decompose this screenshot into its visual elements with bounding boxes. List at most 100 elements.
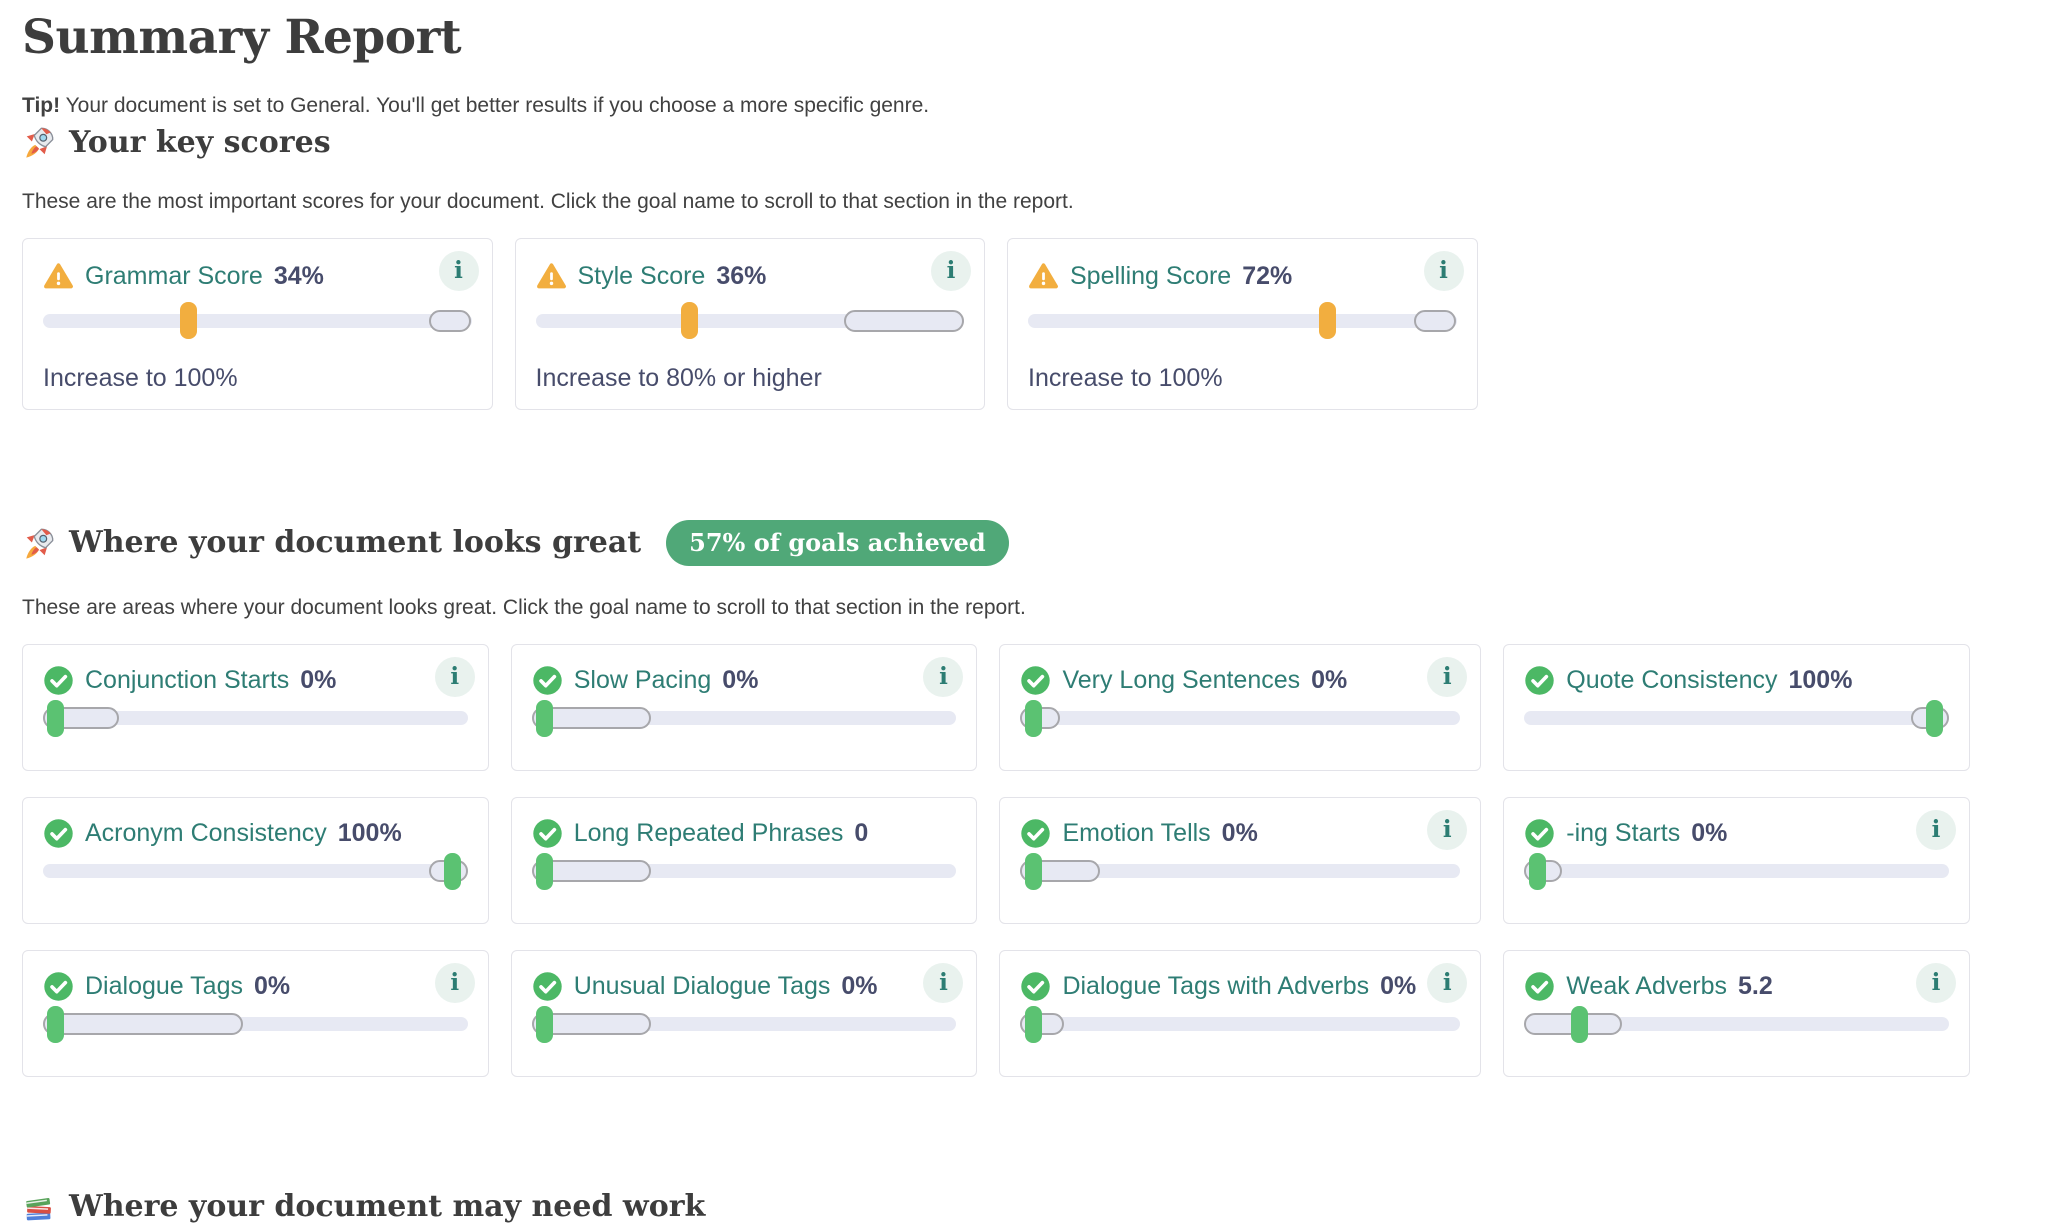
- goal-card-very-long-sentences: Very Long Sentences 0% i: [999, 644, 1482, 772]
- goal-card-quote-consistency: Quote Consistency 100%: [1503, 644, 1970, 772]
- goal-value: 100%: [337, 818, 402, 847]
- goal-slider-track: [1028, 302, 1457, 340]
- goal-link-ing-starts[interactable]: -ing Starts: [1566, 818, 1681, 847]
- needs-work-heading: Where your document may need work: [22, 1189, 1970, 1224]
- goal-card-conjunction-starts: Conjunction Starts 0% i: [22, 644, 489, 772]
- goal-range-pill: [531, 707, 651, 730]
- goal-card-header: Emotion Tells 0% i: [1020, 810, 1468, 851]
- check-icon: [43, 818, 74, 849]
- goal-subtext: Increase to 100%: [1028, 363, 1223, 392]
- goal-value: 0%: [253, 971, 291, 1000]
- info-icon[interactable]: i: [1427, 657, 1468, 698]
- warning-icon: [1028, 261, 1059, 292]
- rocket-icon: [22, 526, 56, 560]
- slider-handle: [180, 302, 198, 340]
- key-scores-grid: Grammar Score 34% i Increase to 100% Sty…: [22, 237, 1970, 410]
- slider-handle: [681, 302, 699, 340]
- slider-handle: [1319, 302, 1337, 340]
- goal-value: 0%: [841, 971, 878, 1000]
- goal-card-acronym-consistency: Acronym Consistency 100%: [22, 797, 489, 925]
- goal-link-quote-consistency[interactable]: Quote Consistency: [1566, 665, 1778, 694]
- goal-link-long-repeated-phrases[interactable]: Long Repeated Phrases: [573, 818, 844, 847]
- goal-link-dialogue-tags[interactable]: Dialogue Tags: [85, 971, 243, 1000]
- goal-link-slow-pacing[interactable]: Slow Pacing: [573, 665, 712, 694]
- slider-handle: [1570, 1005, 1588, 1043]
- goal-link-very-long-sentences[interactable]: Very Long Sentences: [1062, 665, 1301, 694]
- goal-link-weak-adverbs[interactable]: Weak Adverbs: [1566, 971, 1727, 1000]
- slider-handle: [1925, 699, 1943, 737]
- goal-slider-track: [1020, 852, 1461, 890]
- rocket-icon: [22, 125, 56, 159]
- goal-slider-track: [531, 1005, 957, 1043]
- goal-range-pill: [844, 309, 964, 332]
- achievements-description: These are areas where your document look…: [22, 595, 1026, 619]
- info-icon[interactable]: i: [923, 657, 964, 698]
- goal-value: 100%: [1788, 665, 1853, 694]
- goal-card-long-repeated-phrases: Long Repeated Phrases 0: [510, 797, 978, 925]
- goal-card-header: Weak Adverbs 5.2 i: [1524, 963, 1956, 1004]
- goal-value: 0%: [722, 665, 759, 694]
- goal-slider-track: [1020, 1005, 1461, 1043]
- goal-value: 0%: [1311, 665, 1348, 694]
- info-icon[interactable]: i: [1915, 810, 1956, 851]
- goal-card-dialogue-tags-with-adverbs: Dialogue Tags with Adverbs 0% i: [999, 950, 1482, 1078]
- goal-range-pill: [43, 1013, 243, 1036]
- goal-link-unusual-dialogue-tags[interactable]: Unusual Dialogue Tags: [573, 971, 831, 1000]
- goal-card-header: Slow Pacing 0% i: [532, 657, 964, 698]
- goal-link-acronym-consistency[interactable]: Acronym Consistency: [85, 818, 327, 847]
- check-icon: [43, 665, 74, 696]
- goal-slider-track: [1524, 1005, 1949, 1043]
- info-icon[interactable]: i: [1423, 250, 1464, 291]
- goal-link-spelling-score[interactable]: Spelling Score: [1070, 262, 1232, 291]
- info-icon[interactable]: i: [434, 657, 475, 698]
- goal-slider-track: [1524, 852, 1949, 890]
- goal-card-header: -ing Starts 0% i: [1524, 810, 1956, 851]
- info-icon[interactable]: i: [1427, 963, 1468, 1004]
- key-scores-heading: Your key scores: [22, 125, 1970, 160]
- slider-handle: [535, 852, 553, 890]
- goal-card-dialogue-tags: Dialogue Tags 0% i: [22, 950, 489, 1078]
- goal-range-pill: [531, 860, 651, 883]
- goal-range-pill: [1413, 309, 1457, 332]
- info-icon[interactable]: i: [1915, 963, 1956, 1004]
- check-icon: [1524, 818, 1555, 849]
- goal-link-dialogue-tags-with-adverbs[interactable]: Dialogue Tags with Adverbs: [1062, 971, 1370, 1000]
- goal-value: 72%: [1242, 262, 1293, 291]
- info-icon[interactable]: i: [434, 963, 475, 1004]
- goal-card-header: Style Score 36% i: [536, 250, 971, 295]
- goal-card-ing-starts: -ing Starts 0% i: [1503, 797, 1970, 925]
- slider-handle: [1025, 1005, 1043, 1043]
- goal-value: 0%: [300, 665, 337, 694]
- goal-link-grammar-score[interactable]: Grammar Score: [85, 262, 263, 291]
- goal-card-emotion-tells: Emotion Tells 0% i: [999, 797, 1482, 925]
- goal-slider-track: [535, 302, 964, 340]
- info-icon[interactable]: i: [1427, 810, 1468, 851]
- slider-handle: [47, 699, 65, 737]
- goal-slider-track: [43, 699, 468, 737]
- key-scores-description: These are the most important scores for …: [22, 189, 1074, 213]
- info-icon[interactable]: i: [438, 250, 479, 291]
- check-icon: [1020, 818, 1051, 849]
- goal-card-weak-adverbs: Weak Adverbs 5.2 i: [1503, 950, 1970, 1078]
- genre-tip: Tip! Your document is set to General. Yo…: [22, 93, 1970, 119]
- info-icon[interactable]: i: [931, 250, 971, 291]
- goal-card-header: Dialogue Tags 0% i: [43, 963, 475, 1004]
- info-icon[interactable]: i: [923, 963, 964, 1004]
- goal-card-style-score: Style Score 36% i Increase to 80% or hig…: [514, 237, 985, 410]
- check-icon: [532, 971, 563, 1002]
- goal-link-style-score[interactable]: Style Score: [577, 262, 706, 291]
- check-icon: [1020, 971, 1051, 1002]
- goal-card-grammar-score: Grammar Score 34% i Increase to 100%: [22, 237, 493, 410]
- slider-handle: [535, 699, 553, 737]
- books-icon: [22, 1190, 56, 1224]
- goal-slider-track: [43, 1005, 468, 1043]
- goal-value: 0%: [1691, 818, 1728, 847]
- goal-link-emotion-tells[interactable]: Emotion Tells: [1062, 818, 1211, 847]
- goal-link-conjunction-starts[interactable]: Conjunction Starts: [85, 665, 290, 694]
- goal-card-header: Unusual Dialogue Tags 0% i: [532, 963, 964, 1004]
- goal-card-header: Grammar Score 34% i: [43, 250, 479, 295]
- goal-value: 0%: [1380, 971, 1417, 1000]
- goal-value: 36%: [716, 262, 767, 291]
- goal-slider-track: [1020, 699, 1461, 737]
